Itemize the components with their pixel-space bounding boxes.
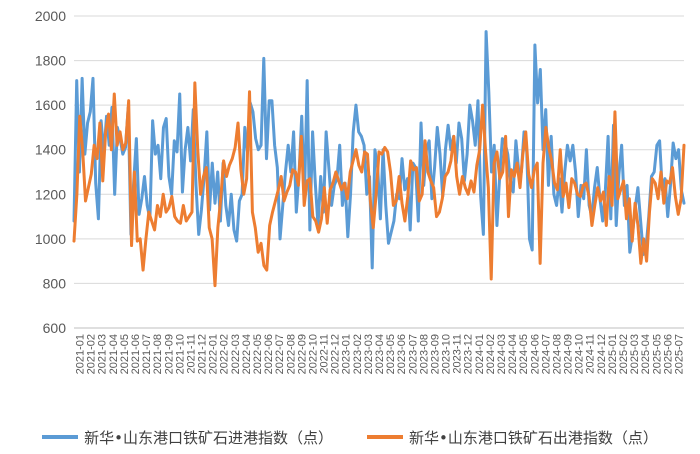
- x-tick-label: 2025-06: [662, 334, 674, 374]
- x-tick-label: 2023-05: [385, 334, 397, 374]
- x-tick-label: 2023-01: [341, 334, 353, 374]
- x-tick-label: 2024-07: [540, 334, 552, 374]
- x-tick-label: 2021-08: [152, 334, 164, 374]
- x-tick-label: 2024-12: [596, 334, 608, 374]
- x-tick-label: 2024-11: [585, 334, 597, 374]
- x-tick-label: 2023-10: [441, 334, 453, 374]
- legend-label-outbound: 新华•山东港口铁矿石出港指数（点）: [409, 428, 658, 447]
- y-tick-label: 2000: [35, 8, 66, 24]
- x-tick-label: 2024-03: [496, 334, 508, 374]
- x-tick-label: 2021-06: [130, 334, 142, 374]
- x-tick-label: 2023-07: [407, 334, 419, 374]
- x-tick-label: 2025-05: [651, 334, 663, 374]
- y-tick-label: 1200: [35, 186, 66, 202]
- x-tick-label: 2024-09: [563, 334, 575, 374]
- x-tick-label: 2025-01: [607, 334, 619, 374]
- x-tick-label: 2025-04: [640, 334, 652, 374]
- y-tick-label: 1000: [35, 231, 66, 247]
- x-tick-label: 2022-05: [252, 334, 264, 374]
- x-tick-label: 2021-10: [174, 334, 186, 374]
- y-tick-label: 1800: [35, 53, 66, 69]
- series-line-outbound: [72, 81, 686, 288]
- x-tick-label: 2023-06: [396, 334, 408, 374]
- legend-swatch-outbound: [367, 435, 403, 439]
- x-tick-label: 2023-11: [452, 334, 464, 374]
- x-tick-label: 2021-11: [185, 334, 197, 374]
- x-tick-label: 2024-05: [518, 334, 530, 374]
- series-lines: [72, 30, 686, 288]
- x-tick-label: 2021-09: [163, 334, 175, 374]
- x-tick-label: 2022-06: [263, 334, 275, 374]
- legend-item-outbound: 新华•山东港口铁矿石出港指数（点）: [367, 427, 658, 448]
- x-tick-label: 2022-11: [319, 334, 331, 374]
- x-tick-label: 2024-04: [507, 334, 519, 374]
- legend-item-inbound: 新华•山东港口铁矿石进港指数（点）: [42, 427, 333, 448]
- x-tick-label: 2021-12: [197, 334, 209, 374]
- x-tick-label: 2022-07: [274, 334, 286, 374]
- legend: 新华•山东港口铁矿石进港指数（点） 新华•山东港口铁矿石出港指数（点）: [0, 424, 700, 450]
- y-axis-ticks: 600 800 1000 1200 1400 1600 1800 2000: [35, 8, 66, 336]
- x-tick-label: 2024-02: [485, 334, 497, 374]
- x-tick-label: 2021-01: [75, 334, 87, 374]
- y-tick-label: 1400: [35, 142, 66, 158]
- x-tick-label: 2022-01: [208, 334, 220, 374]
- x-tick-label: 2022-02: [219, 334, 231, 374]
- x-tick-label: 2024-10: [574, 334, 586, 374]
- x-tick-label: 2022-03: [230, 334, 242, 374]
- y-tick-label: 600: [43, 320, 67, 336]
- y-tick-label: 800: [43, 275, 67, 291]
- legend-label-inbound: 新华•山东港口铁矿石进港指数（点）: [84, 428, 333, 447]
- x-tick-label: 2025-07: [673, 334, 685, 374]
- x-tick-label: 2021-07: [141, 334, 153, 374]
- x-tick-label: 2024-06: [529, 334, 541, 374]
- x-tick-label: 2023-12: [463, 334, 475, 374]
- x-tick-label: 2023-04: [374, 334, 386, 374]
- x-tick-label: 2023-09: [429, 334, 441, 374]
- x-tick-label: 2022-08: [285, 334, 297, 374]
- x-tick-label: 2022-12: [330, 334, 342, 374]
- x-tick-label: 2023-02: [352, 334, 364, 374]
- x-tick-label: 2023-03: [363, 334, 375, 374]
- x-tick-label: 2025-02: [618, 334, 630, 374]
- x-tick-label: 2022-10: [307, 334, 319, 374]
- x-tick-label: 2021-04: [108, 334, 120, 374]
- legend-swatch-inbound: [42, 435, 79, 439]
- x-tick-label: 2025-03: [629, 334, 641, 374]
- x-tick-label: 2021-05: [119, 334, 131, 374]
- y-tick-label: 1600: [35, 97, 66, 113]
- x-tick-label: 2022-09: [296, 334, 308, 374]
- x-tick-label: 2024-08: [551, 334, 563, 374]
- x-axis-ticks: 2021-01 2021-02 2021-03 2021-04 2021-05 2021-…: [75, 334, 686, 374]
- x-tick-label: 2021-03: [97, 334, 109, 374]
- x-tick-label: 2023-08: [418, 334, 430, 374]
- x-tick-label: 2022-04: [241, 334, 253, 374]
- x-tick-label: 2021-02: [86, 334, 98, 374]
- x-tick-label: 2024-01: [474, 334, 486, 374]
